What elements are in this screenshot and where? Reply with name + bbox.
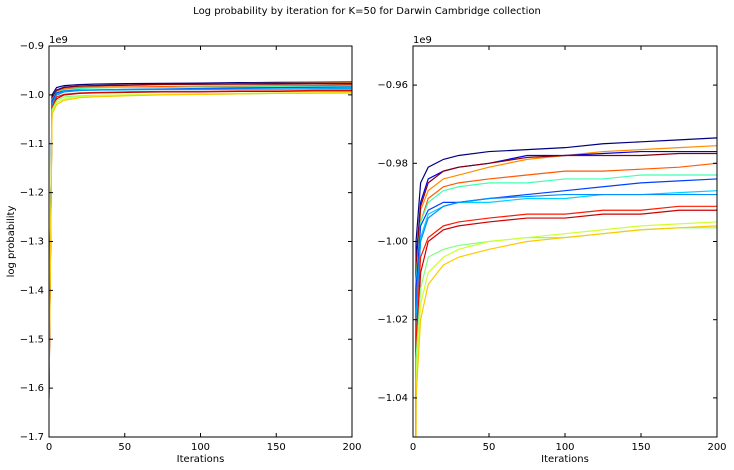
x-axis-label: Iterations	[541, 454, 589, 465]
y-tick-label: −0.98	[377, 158, 408, 169]
x-tick-label: 150	[631, 442, 650, 453]
x-tick-label: 0	[46, 442, 52, 453]
y-tick-label: −1.04	[377, 393, 408, 404]
y-tick-label: −1.1	[20, 139, 44, 150]
y-tick-label: −1.02	[377, 315, 408, 326]
y-axis-label: log probability	[6, 206, 17, 278]
y-tick-label: −1.5	[20, 334, 44, 345]
series-line	[49, 88, 352, 379]
x-axis-label: Iterations	[177, 454, 225, 465]
y-offset-label: 1e9	[413, 35, 432, 46]
series-line	[49, 90, 352, 394]
x-tick-label: 50	[118, 442, 131, 453]
plot-area	[49, 81, 352, 398]
x-tick-label: 200	[342, 442, 361, 453]
series-line	[415, 205, 717, 437]
y-offset-label: 1e9	[49, 35, 68, 46]
series-line	[415, 225, 717, 437]
y-tick-label: −1.0	[20, 90, 44, 101]
x-tick-label: 150	[267, 442, 286, 453]
y-tick-label: −1.7	[20, 432, 44, 443]
series-line	[49, 83, 352, 384]
series-line	[415, 152, 717, 437]
series-line	[415, 174, 717, 437]
y-tick-label: −1.00	[377, 237, 408, 248]
series-line	[415, 137, 717, 437]
series-line	[415, 193, 717, 437]
series-line	[49, 81, 352, 398]
y-tick-label: −0.9	[20, 41, 44, 52]
y-tick-label: −1.2	[20, 188, 44, 199]
plot-area	[415, 137, 717, 437]
series-line	[49, 92, 352, 398]
x-tick-label: 200	[707, 442, 726, 453]
y-tick-label: −1.6	[20, 383, 44, 394]
series-line	[415, 209, 717, 437]
y-tick-label: −1.4	[20, 285, 44, 296]
x-tick-label: 0	[410, 442, 416, 453]
x-tick-label: 100	[191, 442, 210, 453]
series-line	[415, 221, 717, 437]
figure-title: Log probability by iteration for K=50 fo…	[193, 6, 541, 17]
y-tick-label: −1.3	[20, 237, 44, 248]
x-tick-label: 50	[483, 442, 496, 453]
y-tick-label: −0.96	[377, 80, 408, 91]
x-tick-label: 100	[555, 442, 574, 453]
